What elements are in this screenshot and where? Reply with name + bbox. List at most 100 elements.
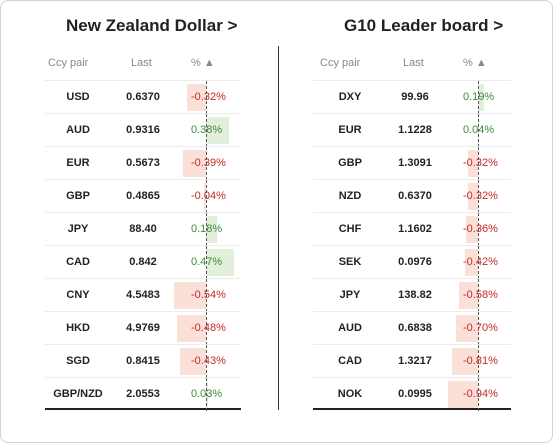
- g10-table: Ccy pair Last % ▲ DXY 99.96 0.19% EUR 1.1228…: [313, 47, 511, 411]
- pct-change-cell: 0.03%: [191, 388, 223, 400]
- last-price-cell: 0.5673: [126, 157, 160, 169]
- table-row[interactable]: CAD 1.3217 -0.81%: [313, 344, 511, 378]
- ccy-pair-cell: GBP/NZD: [53, 388, 103, 400]
- table-row[interactable]: SEK 0.0976 -0.42%: [313, 245, 511, 279]
- table-row[interactable]: NZD 0.6370 -0.32%: [313, 179, 511, 213]
- table-row[interactable]: AUD 0.9316 0.38%: [45, 113, 241, 147]
- table-row[interactable]: AUD 0.6838 -0.70%: [313, 311, 511, 345]
- ccy-pair-cell: CAD: [66, 256, 90, 268]
- negative-change-bar: [180, 348, 206, 375]
- ccy-pair-cell: NOK: [337, 388, 363, 400]
- zero-line: [206, 246, 207, 279]
- negative-change-bar: [182, 150, 206, 177]
- last-price-cell: 1.3217: [398, 355, 432, 367]
- last-price-cell: 0.6370: [398, 190, 432, 202]
- zero-line: [206, 378, 207, 411]
- pct-change-cell: -0.39%: [191, 157, 226, 169]
- last-price-cell: 0.8415: [126, 355, 160, 367]
- ccy-pair-cell: CAD: [338, 355, 362, 367]
- ccy-pair-cell: GBP: [66, 190, 90, 202]
- last-price-cell: 4.5483: [126, 289, 160, 301]
- negative-change-bar: [455, 315, 478, 342]
- last-price-cell: 138.82: [398, 289, 432, 301]
- table-row[interactable]: EUR 0.5673 -0.39%: [45, 146, 241, 180]
- ccy-pair-cell: USD: [66, 91, 90, 103]
- table-row[interactable]: DXY 99.96 0.19%: [313, 80, 511, 114]
- table-row[interactable]: EUR 1.1228 0.04%: [313, 113, 511, 147]
- pct-change-cell: 0.18%: [191, 223, 223, 235]
- table-row[interactable]: CNY 4.5483 -0.54%: [45, 278, 241, 312]
- header-last: Last: [403, 57, 424, 69]
- ccy-pair-cell: EUR: [338, 124, 362, 136]
- ccy-pair-cell: SEK: [338, 256, 362, 268]
- last-price-cell: 0.9316: [126, 124, 160, 136]
- zero-line: [478, 81, 479, 114]
- negative-change-bar: [467, 150, 478, 177]
- pct-change-cell: -0.48%: [191, 322, 226, 334]
- zero-line: [478, 279, 479, 312]
- ccy-pair-cell: JPY: [67, 223, 89, 235]
- pct-change-cell: -0.81%: [463, 355, 498, 367]
- last-price-cell: 88.40: [129, 223, 157, 235]
- pct-change-cell: 0.04%: [463, 124, 495, 136]
- last-price-cell: 1.3091: [398, 157, 432, 169]
- nzd-table: Ccy pair Last % ▲ USD 0.6370 -0.32% AUD 0.93…: [45, 47, 241, 411]
- table-row[interactable]: NOK 0.0995 -0.94%: [313, 377, 511, 411]
- last-price-cell: 0.4865: [126, 190, 160, 202]
- zero-line: [478, 312, 479, 345]
- table-header: Ccy pair Last % ▲: [45, 47, 241, 80]
- last-price-cell: 99.96: [401, 91, 429, 103]
- header-pct-sort[interactable]: % ▲: [191, 57, 215, 69]
- ccy-pair-cell: AUD: [66, 124, 90, 136]
- zero-line: [206, 147, 207, 180]
- last-price-cell: 4.9769: [126, 322, 160, 334]
- pct-change-cell: -0.70%: [463, 322, 498, 334]
- last-price-cell: 0.0976: [398, 256, 432, 268]
- table-row[interactable]: CAD 0.842 0.47%: [45, 245, 241, 279]
- last-price-cell: 0.6838: [398, 322, 432, 334]
- last-price-cell: 0.842: [129, 256, 157, 268]
- header-pct-sort[interactable]: % ▲: [463, 57, 487, 69]
- panel-divider: [278, 46, 279, 410]
- pct-change-cell: -0.04%: [191, 190, 226, 202]
- positive-change-bar: [478, 84, 485, 111]
- pct-change-cell: -0.54%: [191, 289, 226, 301]
- positive-change-bar: [206, 249, 235, 276]
- last-price-cell: 1.1602: [398, 223, 432, 235]
- negative-change-bar: [186, 84, 206, 111]
- ccy-pair-cell: EUR: [66, 157, 90, 169]
- pct-change-cell: -0.94%: [463, 388, 498, 400]
- negative-change-bar: [459, 282, 478, 309]
- ccy-pair-cell: DXY: [338, 91, 362, 103]
- ccy-pair-cell: GBP: [338, 157, 362, 169]
- zero-line: [478, 213, 479, 246]
- zero-line: [478, 378, 479, 411]
- table-row[interactable]: USD 0.6370 -0.32%: [45, 80, 241, 114]
- zero-line: [206, 180, 207, 213]
- positive-change-bar: [206, 117, 229, 144]
- table-row[interactable]: CHF 1.1602 -0.36%: [313, 212, 511, 246]
- pct-change-cell: -0.43%: [191, 355, 226, 367]
- zero-line: [478, 246, 479, 279]
- ccy-pair-cell: JPY: [339, 289, 361, 301]
- ccy-pair-cell: HKD: [66, 322, 90, 334]
- header-ccy-pair: Ccy pair: [48, 57, 89, 69]
- table-row[interactable]: GBP 0.4865 -0.04%: [45, 179, 241, 213]
- ccy-pair-cell: NZD: [338, 190, 362, 202]
- table-row[interactable]: JPY 138.82 -0.58%: [313, 278, 511, 312]
- negative-change-bar: [464, 249, 478, 276]
- zero-line: [206, 213, 207, 246]
- table-row[interactable]: GBP/NZD 2.0553 0.03%: [45, 377, 241, 411]
- table-row[interactable]: SGD 0.8415 -0.43%: [45, 344, 241, 378]
- nzd-panel-title-link[interactable]: New Zealand Dollar >: [66, 16, 238, 35]
- zero-line: [206, 312, 207, 345]
- pct-change-cell: -0.32%: [191, 91, 226, 103]
- table-row[interactable]: HKD 4.9769 -0.48%: [45, 311, 241, 345]
- negative-change-bar: [452, 348, 478, 375]
- table-row[interactable]: JPY 88.40 0.18%: [45, 212, 241, 246]
- pct-change-cell: -0.58%: [463, 289, 498, 301]
- g10-panel-title-link[interactable]: G10 Leader board >: [344, 16, 504, 35]
- table-header: Ccy pair Last % ▲: [313, 47, 511, 80]
- table-row[interactable]: GBP 1.3091 -0.32%: [313, 146, 511, 180]
